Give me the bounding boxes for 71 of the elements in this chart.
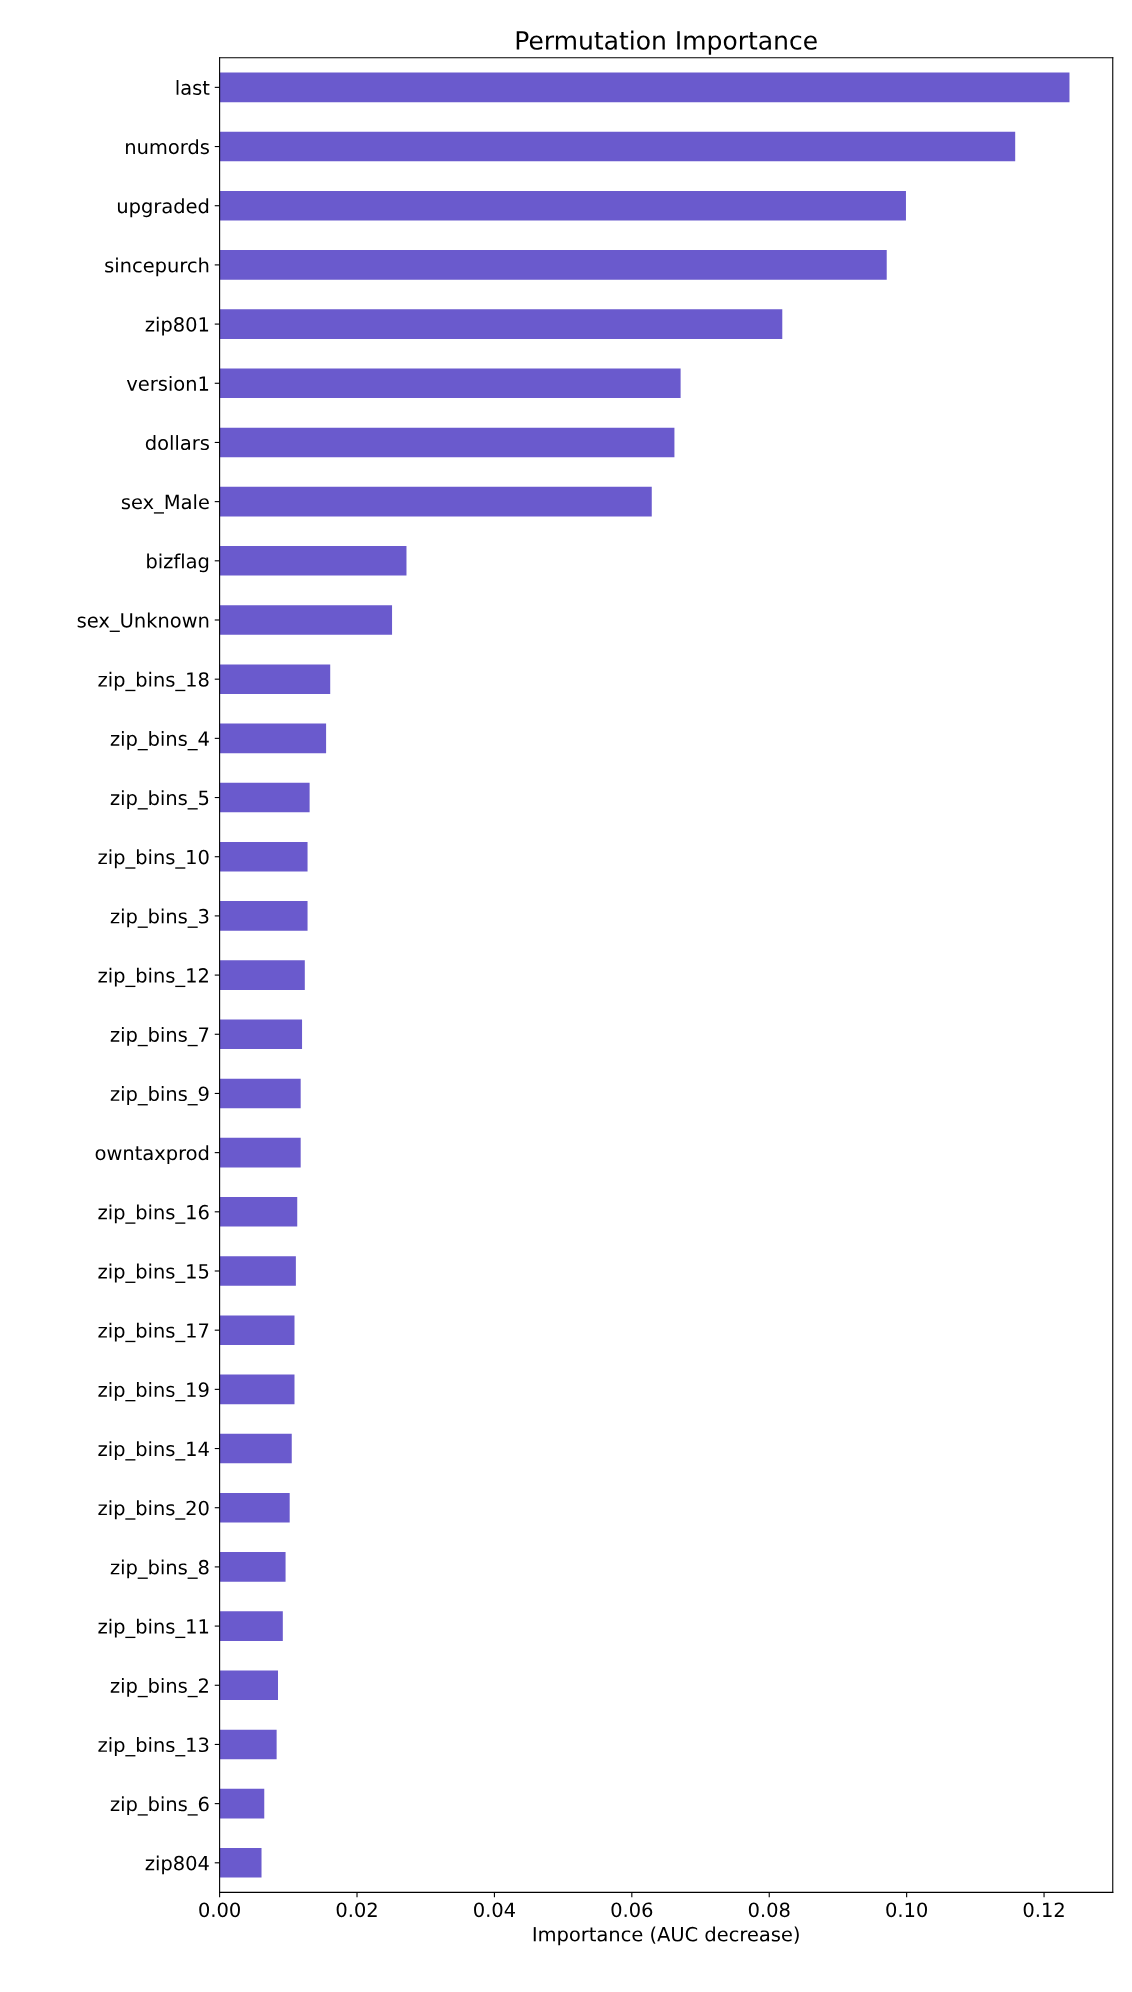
y-tick-label: zip_bins_13 <box>98 1737 209 1757</box>
y-tick-label: zip_bins_3 <box>110 908 209 928</box>
y-tick-label: sex_Male <box>121 494 209 514</box>
bar <box>219 546 407 576</box>
bar <box>219 1019 303 1050</box>
y-tick-label: zip_bins_18 <box>98 671 209 692</box>
bar <box>219 250 887 280</box>
y-tick-label: zip_bins_8 <box>110 1559 209 1579</box>
chart-title: Permutation Importance <box>516 30 817 55</box>
y-tick-label: last <box>176 79 210 96</box>
y-tick-label: zip_bins_7 <box>110 1026 209 1047</box>
x-tick-label: 0.04 <box>474 1902 515 1918</box>
bar <box>219 1197 298 1227</box>
y-tick-label: zip_bins_12 <box>98 967 208 988</box>
x-tick-label: 0.10 <box>886 1902 927 1918</box>
y-tick-label: zip_bins_11 <box>98 1618 209 1639</box>
bar <box>219 841 308 872</box>
y-tick-label: zip_bins_4 <box>110 730 209 751</box>
y-tick-label: zip_bins_15 <box>98 1263 209 1283</box>
y-tick-label: zip_bins_5 <box>110 790 209 810</box>
y-tick-label: sex_Unknown <box>77 612 209 632</box>
bar <box>219 72 1070 103</box>
bar <box>219 1315 295 1345</box>
bar <box>219 1611 283 1641</box>
bar <box>219 782 310 813</box>
y-tick-label: zip_bins_2 <box>110 1677 208 1698</box>
y-tick-label: sincepurch <box>105 257 209 277</box>
bar <box>219 1670 279 1701</box>
bar <box>219 1492 290 1523</box>
x-tick-label: 0.00 <box>199 1902 240 1918</box>
bar <box>219 723 327 754</box>
bar <box>219 427 675 458</box>
x-tick-label: 0.12 <box>1023 1902 1064 1918</box>
y-tick-label: zip_bins_6 <box>110 1796 209 1816</box>
bar <box>219 605 393 635</box>
y-tick-label: zip_bins_20 <box>98 1500 209 1520</box>
y-tick-label: zip_bins_10 <box>98 849 209 869</box>
bar <box>219 1137 301 1168</box>
y-tick-label: zip_bins_16 <box>98 1204 209 1224</box>
bar <box>219 1374 295 1405</box>
bar <box>219 1433 292 1464</box>
y-tick-label: dollars <box>145 435 209 451</box>
y-tick-label: owntaxprod <box>95 1145 209 1165</box>
bar <box>219 1256 296 1286</box>
bar <box>219 1788 265 1819</box>
bar <box>219 368 681 399</box>
bar <box>219 190 906 221</box>
y-tick-label: numords <box>126 139 209 155</box>
bar <box>219 309 783 339</box>
x-axis-title: Importance (AUC decrease) <box>533 1926 799 1946</box>
y-tick-label: zip801 <box>145 316 209 336</box>
x-tick-label: 0.02 <box>336 1902 377 1918</box>
bar <box>219 664 331 694</box>
bar <box>219 1848 262 1878</box>
y-tick-label: bizflag <box>147 553 209 573</box>
x-tick-label: 0.08 <box>748 1902 790 1918</box>
y-tick-label: upgraded <box>117 198 209 218</box>
bar <box>219 901 308 931</box>
y-tick-label: zip804 <box>145 1855 209 1875</box>
y-tick-label: zip_bins_19 <box>98 1381 209 1402</box>
bar <box>219 1078 301 1109</box>
x-tick-label: 0.06 <box>611 1902 653 1918</box>
bar <box>219 1729 277 1760</box>
y-tick-label: zip_bins_17 <box>98 1322 209 1343</box>
bar <box>219 131 1016 162</box>
bar <box>219 486 652 517</box>
bar <box>219 960 305 990</box>
y-tick-label: zip_bins_9 <box>110 1086 209 1106</box>
y-tick-label: zip_bins_14 <box>98 1441 209 1461</box>
y-tick-label: version1 <box>126 375 209 391</box>
bar <box>219 1552 286 1582</box>
